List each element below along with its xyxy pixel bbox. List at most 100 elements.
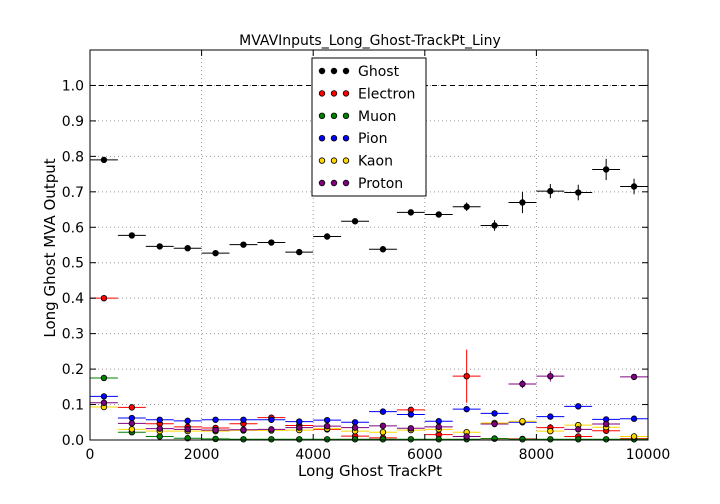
y-tick-label: 0.4	[62, 291, 84, 307]
muon-point	[407, 436, 415, 443]
legend-marker-proton	[330, 179, 338, 187]
x-tick-label: 4000	[295, 447, 331, 463]
proton-point	[296, 424, 303, 431]
legend-marker-muon	[318, 112, 326, 119]
x-axis-label: Long Ghost TrackPt	[298, 462, 442, 480]
proton-point	[268, 426, 275, 433]
muon-point	[547, 436, 554, 443]
proton-point	[575, 426, 582, 433]
proton-point	[212, 426, 219, 434]
ghost-point	[212, 249, 219, 257]
ghost-point	[240, 241, 247, 248]
muon-point	[212, 435, 219, 443]
pion-point	[491, 410, 498, 417]
legend-box	[311, 57, 427, 197]
proton-point	[128, 420, 136, 427]
kaon-point	[547, 427, 554, 435]
pion-point	[156, 416, 163, 423]
legend-marker-muon	[330, 112, 338, 119]
ghost-point	[407, 209, 415, 216]
x-tick-label: 10000	[626, 447, 671, 463]
plot-frame	[89, 49, 649, 441]
y-tick-label: 0.9	[62, 114, 84, 130]
legend-marker-pion	[342, 134, 350, 142]
proton-point	[156, 425, 163, 432]
proton-point	[379, 422, 387, 430]
proton-point	[435, 423, 442, 431]
ghost-point	[100, 156, 108, 164]
pion-point	[296, 418, 303, 425]
x-tick-label: 0	[86, 447, 95, 463]
legend: Ghost Electron Muon Pion Kaon Proton	[311, 57, 427, 197]
kaon-point	[630, 433, 638, 440]
proton-point	[519, 380, 526, 388]
y-tick-label: 0.7	[62, 185, 84, 201]
y-tick-label: 1.0	[62, 78, 84, 94]
ghost-point	[268, 239, 275, 246]
pion-point	[212, 416, 219, 423]
pion-point	[435, 418, 442, 425]
muon-point	[156, 433, 163, 440]
ghost-point	[184, 244, 191, 252]
electron-point	[100, 294, 108, 302]
legend-marker-pion	[318, 134, 326, 142]
pion-point	[575, 403, 582, 410]
legend-marker-kaon	[342, 157, 350, 164]
proton-point	[407, 425, 415, 432]
muon-point	[296, 436, 303, 443]
series-ghost	[90, 156, 648, 257]
proton-point	[323, 422, 331, 430]
pion-point	[463, 405, 470, 413]
pion-point	[323, 416, 331, 424]
ghost-point	[463, 203, 470, 210]
pion-point	[100, 393, 108, 400]
chart-title: MVAVInputs_Long_Ghost-TrackPt_Liny	[239, 33, 501, 49]
ghost-point	[156, 243, 163, 250]
x-tick-label: 6000	[407, 447, 443, 463]
ghost-point	[491, 222, 498, 229]
ghost-point	[128, 232, 136, 239]
ghost-point	[351, 218, 359, 225]
proton-point	[630, 373, 638, 381]
proton-point	[240, 426, 247, 433]
ghost-point	[435, 211, 442, 218]
pion-point	[379, 408, 387, 415]
proton-point	[184, 426, 191, 433]
pion-point	[240, 416, 247, 423]
proton-point	[547, 372, 554, 380]
series-layer	[90, 156, 648, 443]
y-tick-label: 0.6	[62, 220, 84, 236]
y-tick-label: 0.5	[62, 256, 84, 272]
series-pion	[90, 393, 648, 426]
ghost-point	[547, 187, 554, 195]
muon-point	[602, 436, 610, 443]
pion-point	[407, 411, 415, 418]
y-tick-label: 0.0	[62, 433, 84, 449]
legend-label-electron: Electron	[358, 86, 415, 102]
x-tick-label: 2000	[184, 447, 220, 463]
ghost-point	[630, 183, 638, 190]
legend-marker-proton	[342, 179, 350, 187]
kaon-point	[379, 429, 387, 436]
muon-point	[351, 436, 359, 443]
kaon-point	[519, 418, 526, 425]
series-proton	[90, 370, 648, 440]
muon-point	[240, 436, 247, 443]
proton-point	[602, 420, 610, 428]
legend-label-kaon: Kaon	[358, 154, 393, 170]
ghost-point	[602, 166, 610, 173]
ticks: 0 2000 4000 6000 8000 10000 0.0 0.1 0.2 0.3 0.4 0.5…	[62, 50, 671, 463]
legend-marker-kaon	[318, 157, 326, 164]
ghost-point	[323, 233, 331, 240]
legend-marker-electron	[318, 90, 326, 97]
legend-label-muon: Muon	[358, 109, 396, 125]
muon-point	[379, 436, 387, 443]
proton-point	[351, 424, 359, 431]
muon-point	[435, 436, 442, 443]
legend-marker-ghost	[330, 67, 338, 75]
proton-point	[463, 433, 470, 440]
legend-label-proton: Proton	[358, 176, 403, 192]
y-tick-label: 0.8	[62, 149, 84, 165]
legend-label-pion: Pion	[358, 131, 387, 147]
